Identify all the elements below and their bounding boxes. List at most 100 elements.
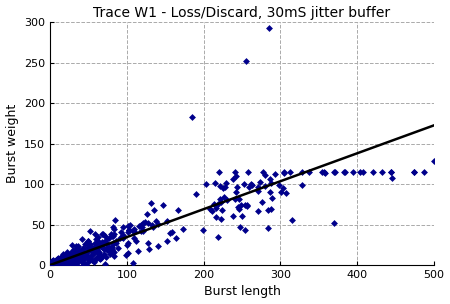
- Point: [120, 235, 127, 240]
- Point: [88, 253, 95, 258]
- Point: [54, 260, 61, 265]
- Point: [59, 255, 67, 260]
- Point: [74, 254, 81, 259]
- Point: [213, 205, 220, 210]
- Point: [110, 227, 117, 232]
- Point: [213, 215, 220, 220]
- Point: [61, 258, 68, 263]
- Point: [82, 263, 90, 268]
- Point: [109, 241, 117, 246]
- Point: [53, 260, 60, 264]
- Point: [430, 159, 437, 164]
- Point: [54, 261, 61, 266]
- Point: [356, 169, 364, 174]
- Point: [59, 256, 66, 261]
- Point: [69, 260, 76, 264]
- Point: [64, 252, 71, 257]
- Point: [90, 260, 98, 265]
- Point: [80, 247, 87, 252]
- Point: [68, 259, 76, 264]
- Point: [70, 254, 77, 259]
- Point: [56, 258, 63, 263]
- Point: [219, 207, 226, 212]
- Point: [63, 253, 70, 258]
- Point: [70, 250, 77, 255]
- Point: [92, 257, 99, 262]
- Point: [63, 261, 71, 266]
- Point: [331, 169, 338, 174]
- Point: [65, 263, 72, 268]
- Point: [86, 241, 93, 246]
- Point: [76, 253, 83, 258]
- Point: [111, 231, 118, 236]
- Point: [98, 255, 105, 260]
- Point: [58, 254, 66, 259]
- Point: [262, 172, 269, 177]
- Point: [86, 257, 93, 262]
- Point: [74, 253, 81, 258]
- Point: [56, 263, 63, 268]
- Point: [93, 241, 100, 246]
- Point: [107, 249, 114, 254]
- Point: [84, 239, 91, 244]
- Point: [240, 181, 247, 186]
- Point: [58, 258, 66, 263]
- Point: [53, 261, 60, 266]
- Point: [217, 200, 225, 205]
- Point: [126, 228, 133, 233]
- Point: [106, 252, 113, 257]
- Point: [299, 183, 306, 188]
- Point: [100, 246, 107, 251]
- Point: [86, 246, 93, 251]
- Point: [230, 176, 237, 181]
- Point: [73, 256, 80, 261]
- Point: [241, 202, 248, 207]
- Point: [52, 260, 59, 265]
- Point: [233, 185, 240, 189]
- Point: [57, 258, 64, 263]
- Point: [90, 245, 97, 250]
- Point: [77, 252, 85, 257]
- Point: [84, 254, 91, 259]
- Point: [123, 253, 130, 258]
- Point: [244, 203, 251, 208]
- Point: [277, 190, 284, 195]
- Point: [63, 261, 70, 266]
- Point: [73, 253, 81, 258]
- Point: [125, 250, 132, 255]
- Point: [79, 245, 86, 250]
- Point: [64, 259, 71, 264]
- Point: [118, 235, 126, 240]
- Point: [57, 263, 64, 268]
- Point: [94, 248, 101, 253]
- Point: [54, 261, 61, 266]
- Point: [102, 234, 109, 239]
- Point: [200, 228, 207, 233]
- Point: [54, 258, 61, 263]
- Point: [99, 232, 106, 237]
- Point: [142, 220, 149, 225]
- Point: [74, 247, 81, 251]
- Point: [68, 252, 76, 257]
- Point: [68, 254, 75, 258]
- Point: [57, 258, 64, 263]
- Point: [61, 256, 68, 261]
- Point: [48, 262, 55, 267]
- Point: [265, 208, 272, 213]
- Point: [67, 254, 74, 259]
- Point: [67, 257, 74, 262]
- Point: [57, 261, 64, 266]
- Point: [125, 227, 132, 232]
- Point: [231, 197, 239, 202]
- Point: [279, 186, 286, 191]
- Point: [89, 250, 96, 254]
- Point: [57, 259, 64, 264]
- Point: [99, 246, 107, 250]
- Point: [97, 257, 104, 261]
- Y-axis label: Burst weight: Burst weight: [5, 104, 18, 183]
- Point: [85, 256, 92, 261]
- Point: [54, 261, 62, 266]
- Point: [94, 235, 102, 240]
- Point: [66, 251, 73, 256]
- Point: [99, 232, 107, 237]
